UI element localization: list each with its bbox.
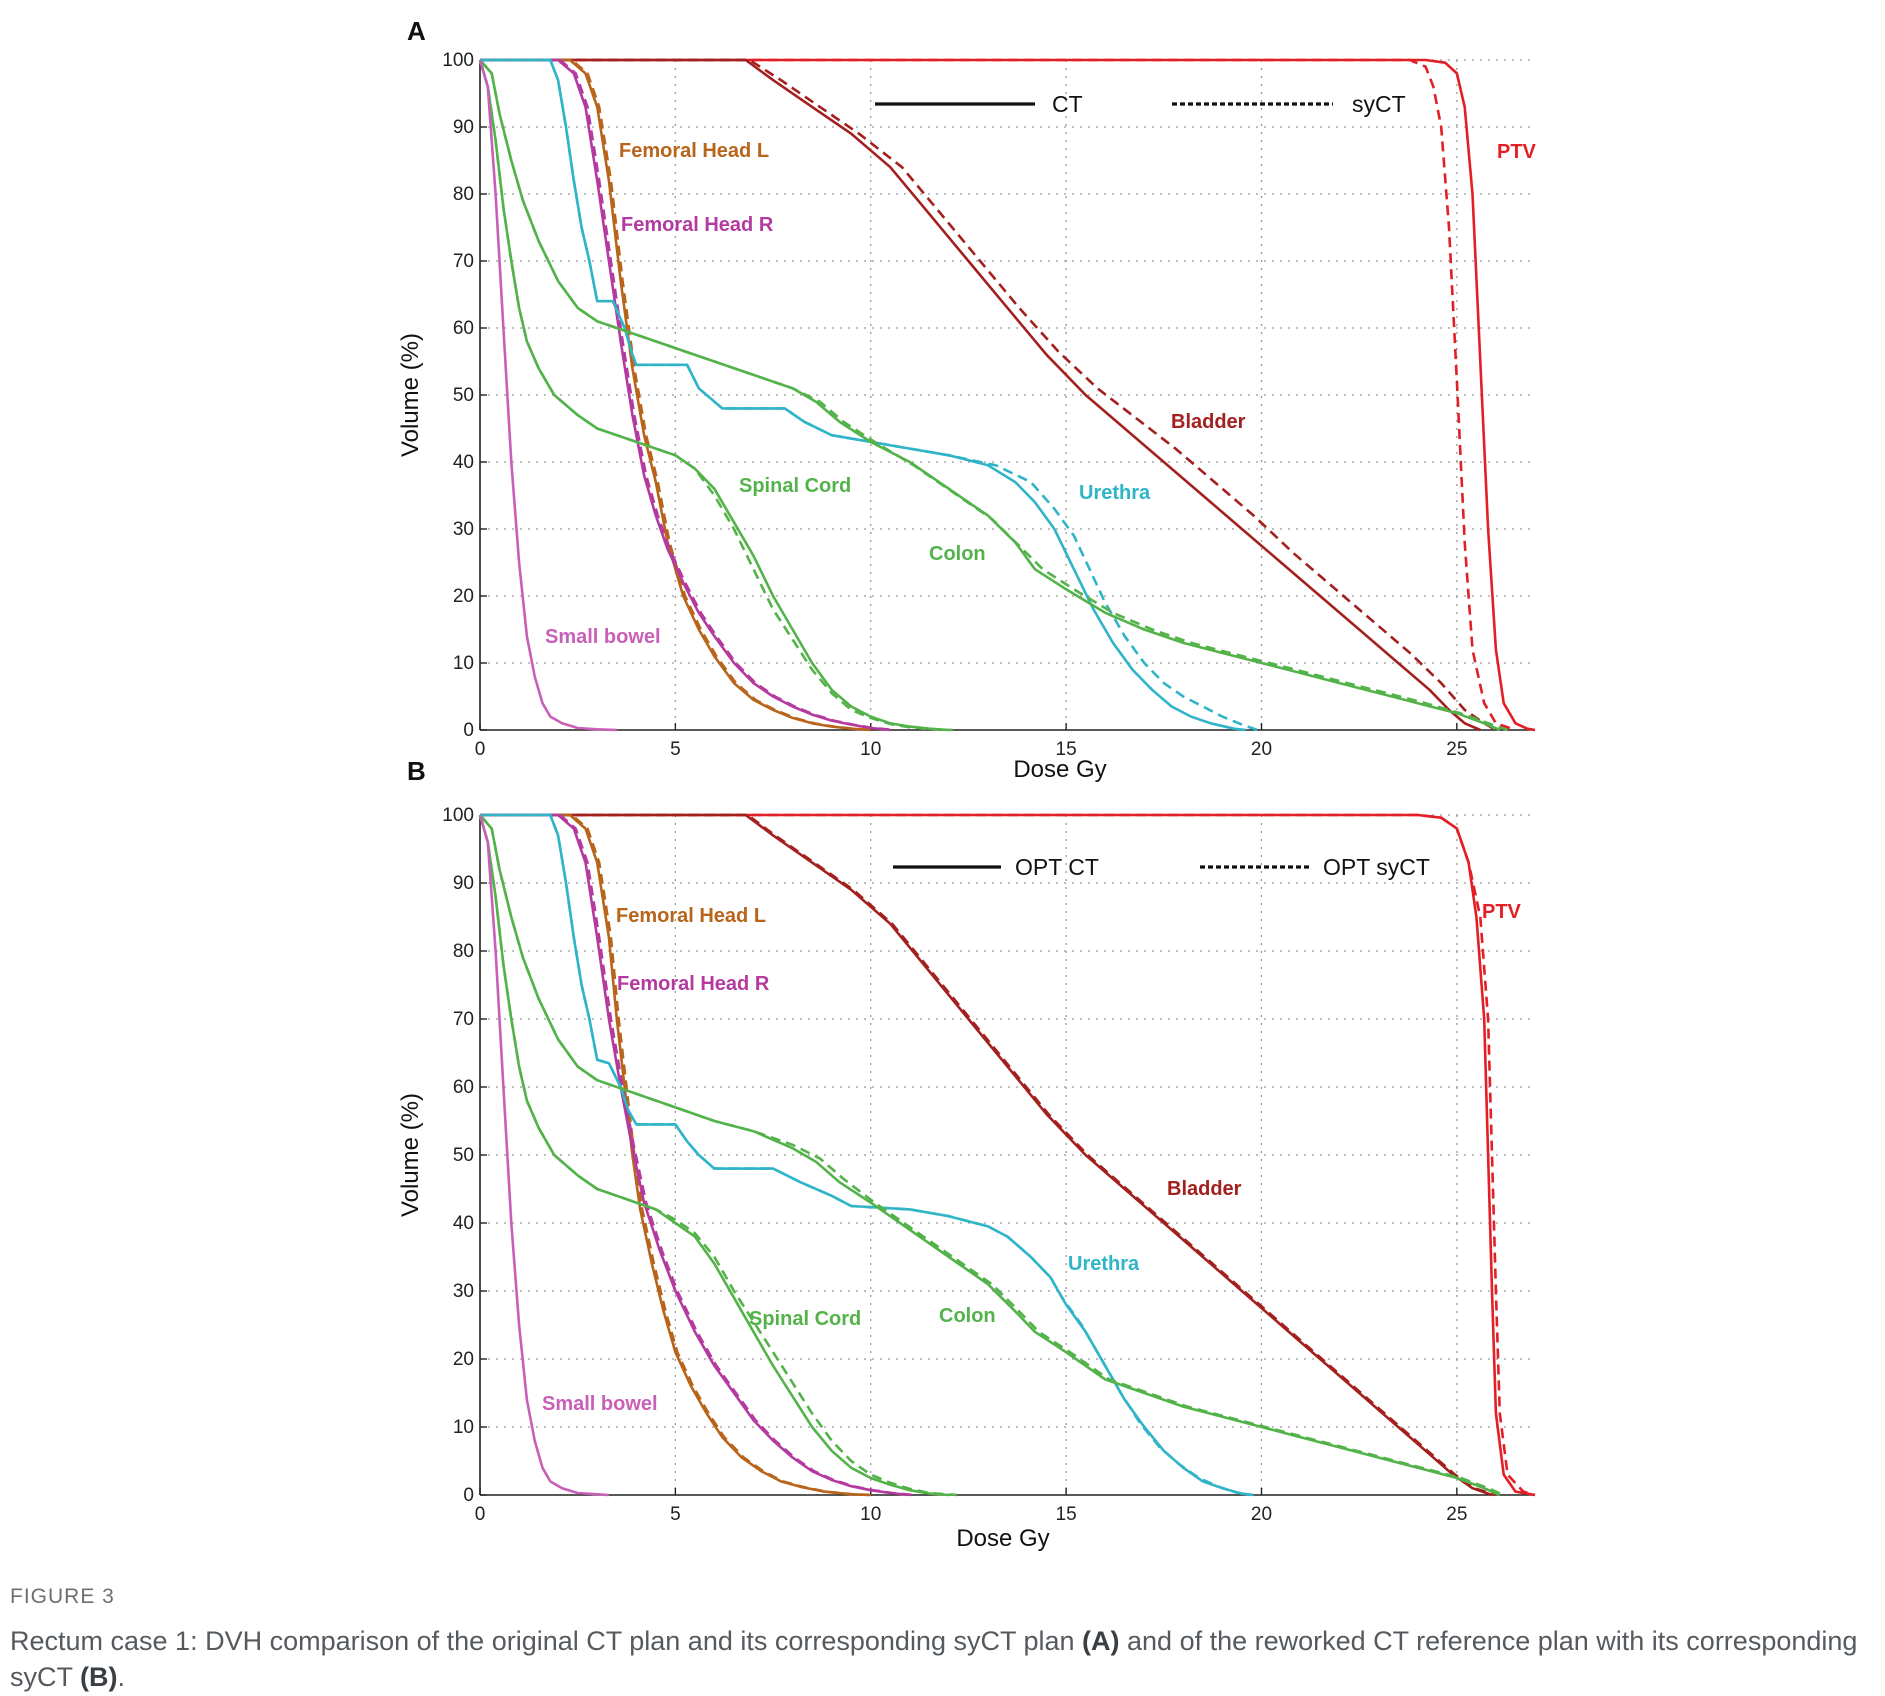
curve-label-colon: Colon xyxy=(939,1305,996,1327)
series-line-femoral-head-r-solid xyxy=(480,813,910,1497)
y-tick-label: 60 xyxy=(453,318,474,339)
y-tick-label: 80 xyxy=(453,184,474,205)
y-tick-label: 70 xyxy=(453,251,474,272)
curve-label-colon: Colon xyxy=(929,543,986,565)
series-line-bladder-dashed xyxy=(480,813,1497,1497)
curve-label-spinal-cord: Spinal Cord xyxy=(739,475,851,497)
panel-letter: A xyxy=(407,16,426,46)
y-tick-label: 20 xyxy=(453,586,474,607)
y-tick-label: 0 xyxy=(463,720,474,741)
curve-label-small-bowel: Small bowel xyxy=(545,626,661,648)
curve-label-femoral-head-l: Femoral Head L xyxy=(616,905,766,927)
caption-text-part: and of the reworked CT reference plan wi… xyxy=(10,1626,1858,1692)
series-line-small-bowel-solid xyxy=(478,814,609,1497)
x-tick-label: 25 xyxy=(1446,739,1467,760)
x-tick-label: 5 xyxy=(670,1504,681,1525)
series-line-ptv-dashed xyxy=(480,813,1536,1497)
y-tick-label: 20 xyxy=(453,1349,474,1370)
caption-ref-a: (A) xyxy=(1082,1626,1120,1656)
y-axis-title: Volume (%) xyxy=(397,333,424,457)
x-tick-label: 10 xyxy=(860,739,881,760)
panel-letter: B xyxy=(407,756,426,786)
x-tick-label: 25 xyxy=(1446,1504,1467,1525)
series-line-spinal-cord-solid xyxy=(478,814,949,1497)
curve-label-spinal-cord: Spinal Cord xyxy=(749,1308,861,1330)
x-tick-label: 20 xyxy=(1251,1504,1272,1525)
curve-label-bladder: Bladder xyxy=(1167,1178,1242,1200)
series-line-colon-dashed xyxy=(479,814,1505,1497)
y-tick-label: 90 xyxy=(453,117,474,138)
caption-ref-b: (B) xyxy=(80,1662,118,1692)
series-line-colon-dashed xyxy=(479,59,1509,732)
curve-label-urethra: Urethra xyxy=(1068,1253,1140,1275)
y-tick-label: 10 xyxy=(453,653,474,674)
curve-label-small-bowel: Small bowel xyxy=(542,1393,658,1415)
curve-label-ptv: PTV xyxy=(1482,901,1522,923)
series-line-femoral-head-l-solid xyxy=(480,58,871,732)
series-line-bladder-solid xyxy=(480,813,1493,1497)
series-line-bladder-solid xyxy=(480,58,1481,732)
y-tick-label: 40 xyxy=(453,1213,474,1234)
x-tick-label: 15 xyxy=(1056,1504,1077,1525)
caption-text-part: Rectum case 1: DVH comparison of the ori… xyxy=(10,1626,1083,1656)
x-tick-label: 0 xyxy=(475,739,486,760)
series-line-ptv-solid xyxy=(480,58,1536,732)
series-line-small-bowel-solid xyxy=(478,59,617,732)
series-line-colon-solid xyxy=(479,59,1501,732)
y-tick-label: 80 xyxy=(453,941,474,962)
figure-label: FIGURE 3 xyxy=(10,1585,115,1608)
y-tick-label: 50 xyxy=(453,385,474,406)
series-line-spinal-cord-dashed xyxy=(478,59,953,732)
y-tick-label: 70 xyxy=(453,1009,474,1030)
x-tick-label: 5 xyxy=(670,739,681,760)
y-tick-label: 10 xyxy=(453,1417,474,1438)
y-tick-label: 30 xyxy=(453,519,474,540)
curve-label-femoral-head-r: Femoral Head R xyxy=(617,973,770,995)
x-tick-label: 10 xyxy=(860,1504,881,1525)
y-tick-label: 0 xyxy=(463,1485,474,1506)
series-line-urethra-dashed xyxy=(480,58,1259,732)
y-tick-label: 100 xyxy=(442,805,474,826)
legend-solid-label: OPT CT xyxy=(1015,854,1099,880)
curve-label-femoral-head-r: Femoral Head R xyxy=(621,214,774,236)
legend-solid-label: CT xyxy=(1052,91,1083,117)
y-tick-label: 100 xyxy=(442,50,474,71)
series-line-bladder-dashed xyxy=(480,58,1497,732)
series-line-femoral-head-r-dashed xyxy=(480,58,895,732)
y-tick-label: 90 xyxy=(453,873,474,894)
curve-label-bladder: Bladder xyxy=(1171,411,1246,433)
y-axis-title: Volume (%) xyxy=(397,1093,424,1217)
legend-dashed-label: OPT syCT xyxy=(1323,854,1430,880)
y-tick-label: 50 xyxy=(453,1145,474,1166)
series-line-femoral-head-l-dashed xyxy=(480,58,875,732)
x-axis-title: Dose Gy xyxy=(956,1525,1049,1552)
y-tick-label: 40 xyxy=(453,452,474,473)
curve-label-urethra: Urethra xyxy=(1079,482,1151,504)
series-line-ptv-dashed xyxy=(480,58,1516,732)
series-line-femoral-head-r-dashed xyxy=(480,813,914,1497)
x-tick-label: 0 xyxy=(475,1504,486,1525)
x-tick-label: 20 xyxy=(1251,739,1272,760)
series-line-spinal-cord-dashed xyxy=(478,814,957,1497)
panel-b: B 0 5 10 15 20 25 0 10 20 30 40 50 60 70 80 90 100 Dose Gy… xyxy=(397,756,1536,1552)
y-tick-label: 60 xyxy=(453,1077,474,1098)
panel-a: A 0 5 10 15 20 25 0 10 20 30 40 50 60 70 80 90 100 Dose Gy… xyxy=(397,16,1537,783)
caption-text-part: . xyxy=(117,1662,126,1692)
caption-text: Rectum case 1: DVH comparison of the ori… xyxy=(10,1623,1875,1695)
legend-dashed-label: syCT xyxy=(1352,91,1406,117)
y-tick-label: 30 xyxy=(453,1281,474,1302)
curve-label-ptv: PTV xyxy=(1497,141,1537,163)
x-tick-label: 15 xyxy=(1056,739,1077,760)
series-line-urethra-dashed xyxy=(480,813,1251,1497)
x-axis-title: Dose Gy xyxy=(1013,756,1106,783)
figure-caption: FIGURE 3 Rectum case 1: DVH comparison o… xyxy=(10,1585,1875,1695)
curve-label-femoral-head-l: Femoral Head L xyxy=(619,140,769,162)
